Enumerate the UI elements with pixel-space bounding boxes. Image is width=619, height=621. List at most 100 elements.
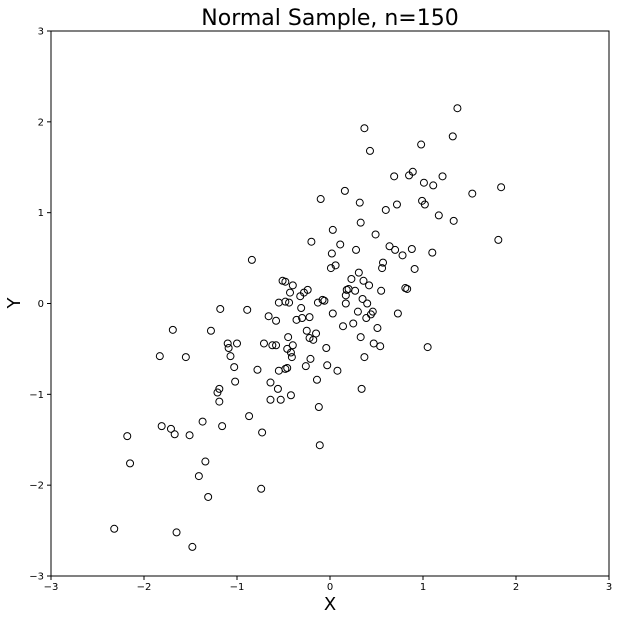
y-tick-label: −3 — [29, 572, 44, 583]
data-point — [155, 352, 164, 361]
data-point — [215, 397, 224, 406]
data-point — [407, 245, 416, 253]
data-point — [305, 313, 314, 322]
data-point — [320, 296, 329, 305]
data-point — [257, 484, 266, 493]
x-tick-label: 2 — [513, 582, 519, 593]
data-point — [327, 249, 336, 258]
data-point — [168, 325, 177, 334]
data-point — [258, 428, 267, 437]
data-point — [390, 172, 399, 181]
data-point — [356, 218, 365, 227]
data-point — [314, 403, 323, 412]
data-point — [264, 312, 273, 321]
data-point — [287, 353, 296, 362]
y-tick-label: −1 — [29, 390, 44, 401]
data-point — [223, 339, 232, 348]
data-point — [420, 200, 429, 209]
data-point — [354, 268, 363, 277]
data-point — [157, 422, 166, 431]
data-point — [286, 288, 295, 297]
data-point — [306, 354, 315, 363]
data-point — [301, 362, 310, 371]
data-point — [331, 261, 340, 270]
data-point — [216, 304, 225, 313]
data-point — [316, 195, 325, 204]
y-tick-label: 2 — [38, 117, 44, 128]
data-point — [429, 181, 438, 190]
data-point — [328, 309, 337, 318]
data-point — [110, 524, 119, 533]
data-point — [273, 384, 282, 393]
data-point — [253, 365, 262, 374]
data-point — [288, 281, 297, 290]
y-tick-label: 1 — [38, 208, 44, 219]
data-point — [288, 341, 297, 350]
data-point — [365, 146, 374, 155]
data-point — [378, 264, 387, 273]
data-point — [292, 315, 301, 324]
data-point — [185, 431, 194, 440]
data-point — [224, 344, 233, 353]
data-point — [428, 248, 437, 257]
data-point — [403, 284, 412, 293]
data-point — [297, 304, 306, 313]
data-point — [198, 417, 207, 426]
data-point — [233, 339, 241, 348]
data-point — [126, 459, 135, 468]
data-point — [358, 294, 367, 303]
data-point — [286, 391, 295, 400]
data-point — [206, 326, 215, 335]
data-point — [204, 492, 213, 501]
x-tick-label: 0 — [327, 582, 333, 593]
x-axis-label: X — [324, 594, 336, 615]
data-point — [393, 309, 402, 318]
data-point — [323, 361, 332, 370]
x-tick-label: −1 — [230, 582, 245, 593]
data-point — [385, 242, 394, 251]
data-point — [376, 342, 385, 351]
data-point — [188, 542, 197, 551]
data-point — [245, 412, 254, 421]
data-point — [283, 363, 292, 372]
data-point — [353, 307, 362, 316]
data-point — [351, 286, 360, 295]
data-point — [218, 422, 227, 431]
data-point — [352, 245, 361, 254]
data-point — [268, 341, 277, 350]
data-point — [170, 430, 179, 439]
data-point — [347, 274, 356, 283]
data-point — [398, 251, 407, 260]
y-tick-label: 0 — [38, 299, 44, 310]
data-point — [360, 353, 369, 362]
data-point — [230, 363, 239, 372]
data-point — [247, 255, 256, 264]
data-point — [315, 441, 324, 450]
data-point — [123, 432, 132, 441]
data-point — [336, 240, 345, 249]
x-tick-label: −2 — [137, 582, 152, 593]
data-point — [448, 132, 457, 141]
data-point — [379, 258, 388, 267]
data-point — [419, 178, 428, 187]
data-point — [349, 319, 358, 328]
data-points — [110, 104, 506, 551]
x-tick-label: 1 — [420, 582, 426, 593]
data-point — [356, 333, 365, 342]
data-point — [368, 307, 377, 316]
data-point — [339, 322, 348, 331]
data-point — [438, 172, 447, 181]
data-point — [266, 378, 275, 387]
data-point — [305, 334, 314, 343]
data-point — [360, 124, 369, 133]
y-tick-label: 3 — [38, 27, 44, 38]
data-point — [243, 305, 252, 314]
data-point — [286, 348, 295, 357]
data-point — [373, 324, 382, 333]
data-point — [285, 298, 294, 307]
data-point — [381, 205, 390, 214]
data-point — [410, 264, 419, 273]
data-point — [434, 211, 443, 220]
data-point — [391, 245, 400, 254]
